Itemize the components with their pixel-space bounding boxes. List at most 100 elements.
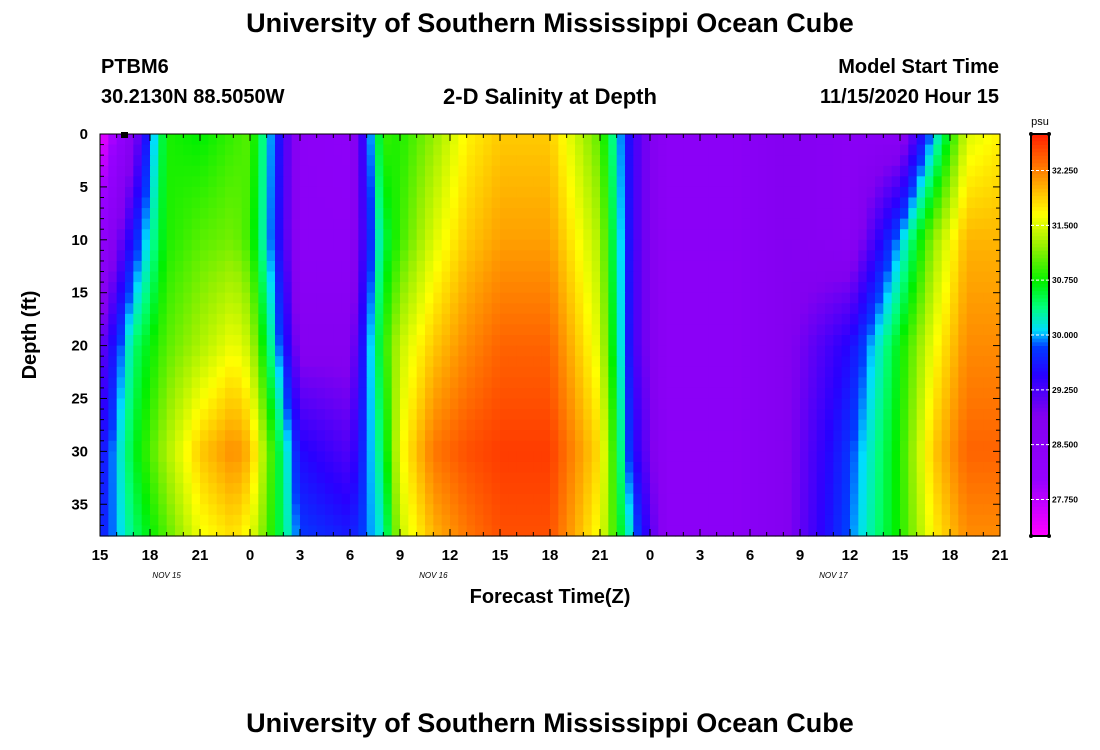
colorbar-tick-label: 31.500 xyxy=(1052,220,1078,230)
heatmap-cell xyxy=(700,356,709,368)
heatmap-cell xyxy=(558,387,568,400)
heatmap-cell xyxy=(183,398,193,410)
heatmap-cell xyxy=(216,197,226,209)
heatmap-cell xyxy=(391,134,401,146)
heatmap-cell xyxy=(583,398,593,410)
plot-title: 2-D Salinity at Depth xyxy=(443,84,657,109)
heatmap-cell xyxy=(900,218,909,230)
heatmap-cell xyxy=(800,440,809,452)
heatmap-cell xyxy=(691,461,701,474)
heatmap-cell xyxy=(100,218,109,230)
heatmap-cell xyxy=(758,282,768,294)
heatmap-cell xyxy=(875,356,884,368)
heatmap-cell xyxy=(950,239,959,251)
heatmap-cell xyxy=(841,377,851,389)
heatmap-cell xyxy=(991,208,1001,220)
heatmap-cell xyxy=(541,229,551,241)
colorbar-swatch xyxy=(1031,360,1049,365)
heatmap-cell xyxy=(541,271,551,283)
heatmap-cell xyxy=(391,461,401,474)
heatmap-cell xyxy=(308,387,318,400)
heatmap-cell xyxy=(500,208,509,220)
heatmap-cell xyxy=(300,208,309,220)
heatmap-cell xyxy=(125,260,134,273)
heatmap-cell xyxy=(333,260,343,273)
heatmap-cell xyxy=(200,218,209,230)
heatmap-cell xyxy=(900,260,909,273)
heatmap-cell xyxy=(675,493,684,505)
heatmap-cell xyxy=(975,165,984,177)
heatmap-cell xyxy=(966,525,976,537)
heatmap-cell xyxy=(775,430,784,442)
heatmap-cell xyxy=(275,483,284,495)
heatmap-cell xyxy=(775,461,784,474)
heatmap-cell xyxy=(475,514,484,527)
heatmap-cell xyxy=(266,292,276,304)
heatmap-cell xyxy=(158,377,168,389)
heatmap-cell xyxy=(483,525,493,537)
heatmap-cell xyxy=(691,208,701,220)
heatmap-cell xyxy=(958,229,968,241)
heatmap-cell xyxy=(583,525,593,537)
heatmap-cell xyxy=(666,345,676,357)
heatmap-cell xyxy=(825,250,834,262)
heatmap-cell xyxy=(166,144,176,156)
heatmap-cell xyxy=(466,271,476,283)
heatmap-cell xyxy=(750,197,759,209)
heatmap-cell xyxy=(400,430,409,442)
heatmap-cell xyxy=(683,271,693,283)
colorbar-swatch xyxy=(1031,521,1049,526)
heatmap-cell xyxy=(508,472,518,484)
colorbar-swatch xyxy=(1031,170,1049,175)
heatmap-cell xyxy=(375,440,384,452)
heatmap-cell xyxy=(933,197,943,209)
heatmap-cell xyxy=(566,377,576,389)
heatmap-cell xyxy=(766,239,776,251)
heatmap-cell xyxy=(483,292,493,304)
heatmap-cell xyxy=(683,239,693,251)
heatmap-cell xyxy=(316,134,326,146)
heatmap-cell xyxy=(200,514,209,527)
heatmap-cell xyxy=(866,303,876,315)
heatmap-cell xyxy=(225,430,234,442)
heatmap-cell xyxy=(275,398,284,410)
heatmap-cell xyxy=(350,292,359,304)
heatmap-cell xyxy=(116,208,126,220)
heatmap-cell xyxy=(691,335,701,347)
heatmap-cell xyxy=(825,271,834,283)
heatmap-cell xyxy=(783,525,793,537)
heatmap-cell xyxy=(533,493,543,505)
heatmap-cell xyxy=(116,451,126,463)
heatmap-cell xyxy=(100,366,109,378)
heatmap-cell xyxy=(241,461,251,474)
heatmap-cell xyxy=(858,260,868,273)
heatmap-cell xyxy=(883,430,893,442)
heatmap-cell xyxy=(608,461,618,474)
heatmap-cell xyxy=(558,324,568,336)
heatmap-cell xyxy=(583,483,593,495)
heatmap-cell xyxy=(516,144,526,156)
heatmap-cell xyxy=(825,483,834,495)
heatmap-cell xyxy=(308,176,318,188)
heatmap-cell xyxy=(500,250,509,262)
heatmap-cell xyxy=(225,419,234,431)
heatmap-cell xyxy=(558,335,568,347)
heatmap-cell xyxy=(583,303,593,315)
heatmap-cell xyxy=(600,218,609,230)
heatmap-cell xyxy=(116,430,126,442)
heatmap-cell xyxy=(883,377,893,389)
heatmap-cell xyxy=(466,451,476,463)
heatmap-cell xyxy=(391,282,401,294)
colorbar-swatch xyxy=(1031,298,1049,303)
heatmap-cell xyxy=(250,335,259,347)
heatmap-cell xyxy=(625,419,634,431)
page-title: University of Southern Mississippi Ocean… xyxy=(246,8,854,38)
heatmap-cell xyxy=(758,419,768,431)
heatmap-cell xyxy=(716,409,726,421)
heatmap-cell xyxy=(558,493,568,505)
heatmap-cell xyxy=(450,409,459,421)
heatmap-cell xyxy=(491,493,501,505)
heatmap-cell xyxy=(625,197,634,209)
heatmap-cell xyxy=(433,377,443,389)
heatmap-cell xyxy=(850,335,859,347)
